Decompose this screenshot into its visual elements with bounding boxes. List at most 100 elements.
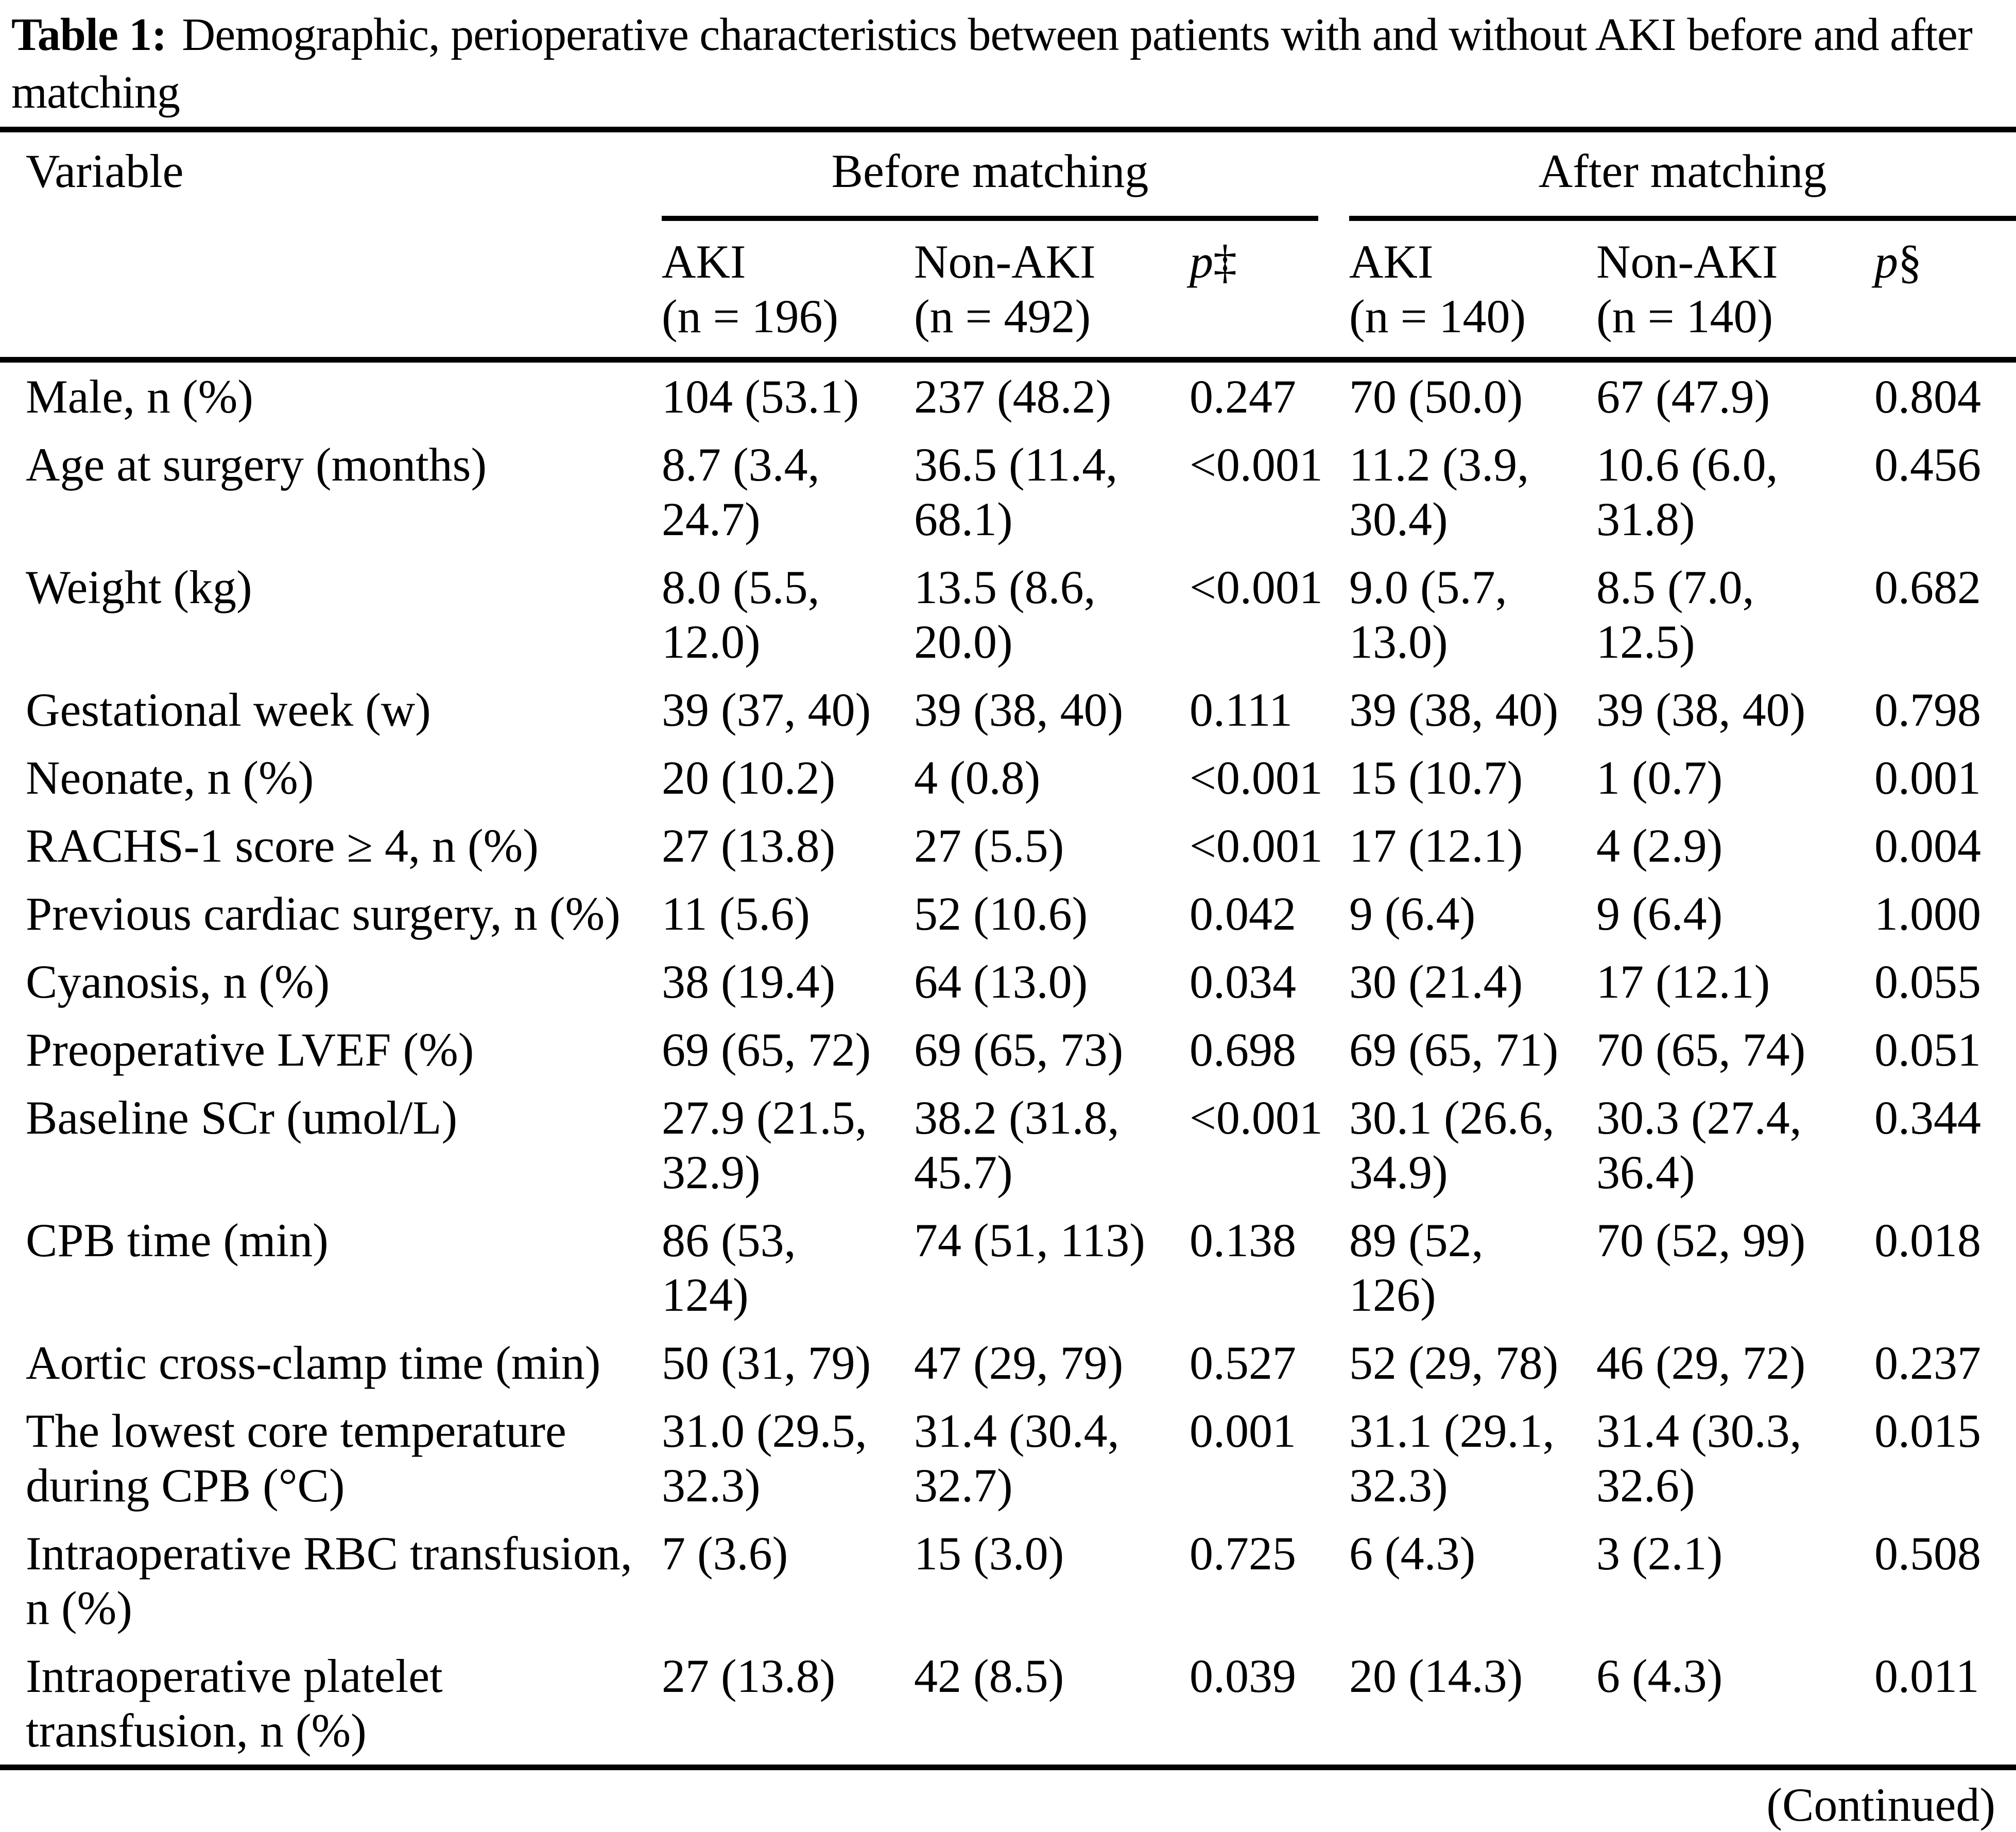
variable-cell: Age at surgery (months) bbox=[26, 438, 487, 491]
value-cell: 11 (5.6) bbox=[662, 887, 810, 940]
variable-cell: Neonate, n (%) bbox=[26, 751, 314, 804]
value-cell: 74 (51, 113) bbox=[914, 1214, 1145, 1266]
value-cell: 17 (12.1) bbox=[1349, 819, 1523, 872]
table-title: Table 1: Demographic, perioperative chara… bbox=[0, 0, 2016, 122]
p-value-cell: <0.001 bbox=[1190, 438, 1323, 491]
variable-cell: Male, n (%) bbox=[26, 370, 253, 423]
column-header-p-after: p§ bbox=[1874, 235, 1922, 288]
table-row: The lowest core temperature during CPB (… bbox=[0, 1397, 2016, 1519]
value-cell: 30 (21.4) bbox=[1349, 955, 1523, 1008]
table-row: Neonate, n (%) 20 (10.2) 4 (0.8) <0.001 … bbox=[0, 744, 2016, 812]
continued-note: (Continued) bbox=[1766, 1778, 1995, 1831]
value-cell: 9 (6.4) bbox=[1596, 887, 1723, 940]
p-value-cell: 0.042 bbox=[1190, 887, 1296, 940]
value-cell: 11.2 (3.9, 30.4) bbox=[1349, 438, 1529, 545]
column-header-variable: Variable bbox=[26, 145, 184, 197]
table-body: Male, n (%) 104 (53.1) 237 (48.2) 0.247 … bbox=[0, 360, 2016, 1768]
value-cell: 39 (37, 40) bbox=[662, 683, 871, 736]
value-cell: 8.7 (3.4, 24.7) bbox=[662, 438, 820, 545]
group-header-before-label: Before matching bbox=[662, 144, 1318, 221]
value-cell: 27.9 (21.5, 32.9) bbox=[662, 1091, 867, 1198]
value-cell: 47 (29, 79) bbox=[914, 1337, 1124, 1389]
value-cell: 31.4 (30.3, 32.6) bbox=[1596, 1405, 1802, 1512]
variable-cell: Baseline SCr (umol/L) bbox=[26, 1091, 458, 1144]
value-cell: 69 (65, 71) bbox=[1349, 1023, 1559, 1076]
demographics-table: Variable Before matching After matching … bbox=[0, 127, 2016, 1770]
value-cell: 31.1 (29.1, 32.3) bbox=[1349, 1405, 1555, 1512]
p-value-cell: 0.237 bbox=[1874, 1337, 1981, 1389]
value-cell: 20 (14.3) bbox=[1349, 1650, 1523, 1702]
value-cell: 15 (10.7) bbox=[1349, 751, 1523, 804]
table-row: Preoperative LVEF (%) 69 (65, 72) 69 (65… bbox=[0, 1016, 2016, 1084]
value-cell: 38 (19.4) bbox=[662, 955, 836, 1008]
value-cell: 30.1 (26.6, 34.9) bbox=[1349, 1091, 1555, 1198]
p-value-cell: 0.018 bbox=[1874, 1214, 1981, 1266]
p-value-cell: 0.034 bbox=[1190, 955, 1296, 1008]
p-value-cell: 0.004 bbox=[1874, 819, 1981, 872]
column-header-nonaki-after: Non-AKI (n = 140) bbox=[1596, 235, 1778, 343]
table-row: Age at surgery (months) 8.7 (3.4, 24.7) … bbox=[0, 431, 2016, 553]
p-value-cell: 0.051 bbox=[1874, 1023, 1981, 1076]
value-cell: 6 (4.3) bbox=[1349, 1527, 1476, 1580]
p-value-cell: 0.247 bbox=[1190, 370, 1296, 423]
p-value-cell: 0.001 bbox=[1874, 751, 1981, 804]
value-cell: 36.5 (11.4, 68.1) bbox=[914, 438, 1118, 545]
variable-cell: The lowest core temperature during CPB (… bbox=[26, 1405, 566, 1512]
value-cell: 1 (0.7) bbox=[1596, 751, 1723, 804]
value-cell: 13.5 (8.6, 20.0) bbox=[914, 561, 1096, 668]
table-row: Weight (kg) 8.0 (5.5, 12.0) 13.5 (8.6, 2… bbox=[0, 553, 2016, 676]
column-header-row: AKI (n = 196) Non-AKI (n = 492) p‡ AKI (… bbox=[0, 221, 2016, 360]
table-row: Baseline SCr (umol/L) 27.9 (21.5, 32.9) … bbox=[0, 1084, 2016, 1206]
value-cell: 38.2 (31.8, 45.7) bbox=[914, 1091, 1119, 1198]
variable-cell: Previous cardiac surgery, n (%) bbox=[26, 887, 621, 940]
p-value-cell: 0.344 bbox=[1874, 1091, 1981, 1144]
column-header-aki-after: AKI (n = 140) bbox=[1349, 235, 1526, 343]
value-cell: 67 (47.9) bbox=[1596, 370, 1770, 423]
value-cell: 9.0 (5.7, 13.0) bbox=[1349, 561, 1507, 668]
value-cell: 89 (52, 126) bbox=[1349, 1214, 1484, 1321]
value-cell: 6 (4.3) bbox=[1596, 1650, 1723, 1702]
value-cell: 27 (13.8) bbox=[662, 819, 836, 872]
value-cell: 70 (65, 74) bbox=[1596, 1023, 1806, 1076]
p-value-cell: 0.527 bbox=[1190, 1337, 1296, 1389]
value-cell: 9 (6.4) bbox=[1349, 887, 1476, 940]
p-value-cell: 0.798 bbox=[1874, 683, 1981, 736]
p-value-cell: 0.055 bbox=[1874, 955, 1981, 1008]
column-header-nonaki-before: Non-AKI (n = 492) bbox=[914, 235, 1096, 343]
value-cell: 7 (3.6) bbox=[662, 1527, 788, 1580]
table-row: RACHS-1 score ≥ 4, n (%) 27 (13.8) 27 (5… bbox=[0, 812, 2016, 880]
table-row: Male, n (%) 104 (53.1) 237 (48.2) 0.247 … bbox=[0, 360, 2016, 431]
variable-cell: Weight (kg) bbox=[26, 561, 252, 613]
value-cell: 39 (38, 40) bbox=[1596, 683, 1806, 736]
p-value-cell: 0.015 bbox=[1874, 1405, 1981, 1457]
value-cell: 42 (8.5) bbox=[914, 1650, 1064, 1702]
value-cell: 52 (29, 78) bbox=[1349, 1337, 1559, 1389]
p-value-cell: 0.111 bbox=[1190, 683, 1293, 736]
value-cell: 3 (2.1) bbox=[1596, 1527, 1723, 1580]
value-cell: 69 (65, 73) bbox=[914, 1023, 1124, 1076]
p-value-cell: 0.011 bbox=[1874, 1650, 1979, 1702]
value-cell: 17 (12.1) bbox=[1596, 955, 1770, 1008]
p-value-cell: 0.725 bbox=[1190, 1527, 1296, 1580]
p-value-cell: <0.001 bbox=[1190, 561, 1323, 613]
value-cell: 70 (52, 99) bbox=[1596, 1214, 1806, 1266]
p-value-cell: 0.682 bbox=[1874, 561, 1981, 613]
value-cell: 10.6 (6.0, 31.8) bbox=[1596, 438, 1778, 545]
variable-cell: Intraoperative platelet transfusion, n (… bbox=[26, 1650, 443, 1757]
value-cell: 52 (10.6) bbox=[914, 887, 1088, 940]
p-value-cell: 0.804 bbox=[1874, 370, 1981, 423]
table-row: Aortic cross-clamp time (min) 50 (31, 79… bbox=[0, 1329, 2016, 1397]
variable-cell: Cyanosis, n (%) bbox=[26, 955, 330, 1008]
group-header-after: After matching bbox=[1349, 130, 2016, 221]
variable-cell: Aortic cross-clamp time (min) bbox=[26, 1337, 601, 1389]
p-value-cell: 0.508 bbox=[1874, 1527, 1981, 1580]
value-cell: 69 (65, 72) bbox=[662, 1023, 871, 1076]
value-cell: 237 (48.2) bbox=[914, 370, 1112, 423]
p-value-cell: 0.138 bbox=[1190, 1214, 1296, 1266]
table-row: Intraoperative platelet transfusion, n (… bbox=[0, 1642, 2016, 1768]
value-cell: 8.5 (7.0, 12.5) bbox=[1596, 561, 1754, 668]
value-cell: 50 (31, 79) bbox=[662, 1337, 871, 1389]
p-value-cell: <0.001 bbox=[1190, 751, 1323, 804]
table-row: Intraoperative RBC transfusion, n (%) 7 … bbox=[0, 1519, 2016, 1642]
variable-cell: CPB time (min) bbox=[26, 1214, 329, 1266]
